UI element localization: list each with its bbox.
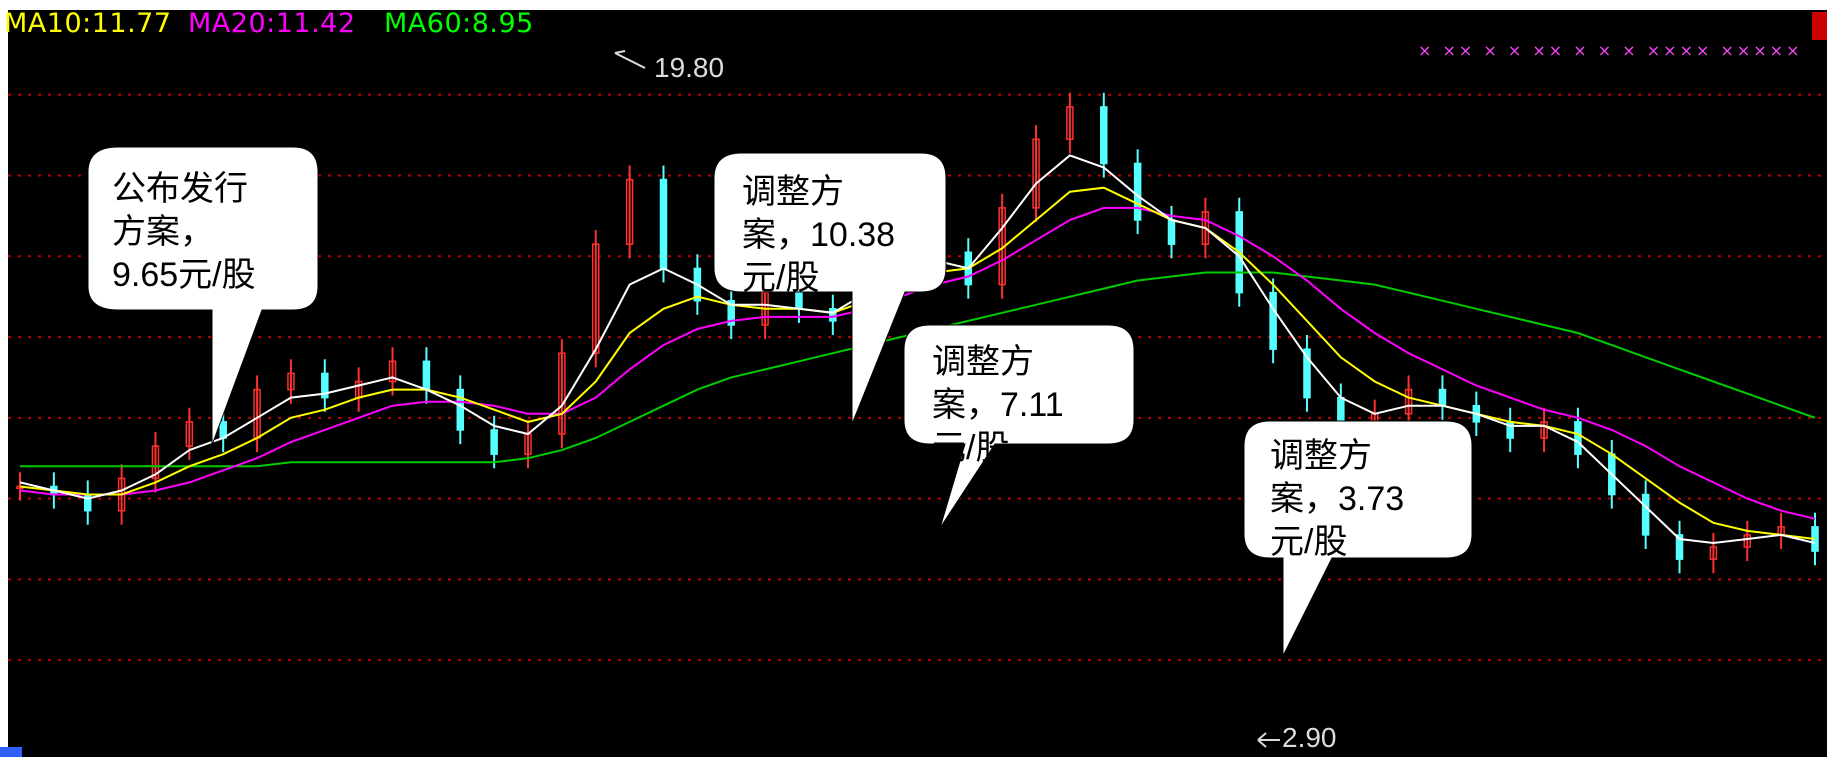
candle-body bbox=[1032, 138, 1040, 209]
ma60-legend: MA60:8.95 bbox=[384, 8, 534, 39]
candle-body bbox=[1133, 162, 1142, 221]
candle-body bbox=[1303, 348, 1311, 399]
candle-body bbox=[558, 352, 566, 435]
candle-body bbox=[727, 299, 735, 326]
candle-body bbox=[83, 493, 92, 512]
callout-text-3: 调整方 案，7.11 元/股 bbox=[932, 343, 1064, 467]
ma10-legend: MA10:11.77 bbox=[4, 8, 172, 39]
trough-arrow bbox=[1257, 732, 1280, 748]
candle-body bbox=[151, 445, 160, 480]
callout-text-2: 调整方 案，10.38 元/股 bbox=[742, 173, 896, 297]
trough-price-label: 2.90 bbox=[1282, 722, 1337, 753]
candle-body bbox=[422, 360, 431, 391]
bottom-left-indicator bbox=[0, 747, 22, 757]
event-markers: × ×× × × ×× × × × ×××× ××××× bbox=[1418, 41, 1803, 60]
callout-bubble-1 bbox=[87, 146, 319, 446]
candle-body bbox=[1641, 493, 1650, 536]
callout-text-1: 公布发行 方案， 9.65元/股 bbox=[112, 170, 256, 294]
candle-body bbox=[1574, 421, 1582, 455]
callout-bubble-2 bbox=[713, 152, 947, 425]
marker-glyphs: × ×× × × ×× × × × ×××× ××××× bbox=[1418, 41, 1803, 60]
candle-body bbox=[1675, 534, 1684, 560]
candle-body bbox=[185, 421, 194, 447]
candle-body bbox=[592, 243, 600, 354]
candle-body bbox=[456, 388, 465, 431]
callout-bubble-4 bbox=[1243, 420, 1473, 657]
peak-price-label: 19.80 bbox=[654, 52, 725, 83]
candle-body bbox=[829, 308, 837, 322]
candle-body bbox=[1066, 106, 1074, 140]
peak-arrow bbox=[614, 50, 646, 69]
callout-bubble-3 bbox=[903, 324, 1135, 529]
candle-body bbox=[388, 360, 397, 383]
candle-body bbox=[1709, 546, 1718, 560]
candle-body bbox=[625, 178, 634, 245]
candle-body bbox=[659, 178, 668, 270]
candle-body bbox=[1540, 421, 1548, 439]
callout-text-4: 调整方 案，3.73 元/股 bbox=[1270, 437, 1405, 561]
candle-body bbox=[490, 429, 498, 455]
candle-body bbox=[1743, 534, 1752, 548]
corner-indicator bbox=[1812, 12, 1827, 40]
candle-body bbox=[287, 372, 295, 391]
candle-body bbox=[1404, 388, 1413, 415]
ma20-legend: MA20:11.42 bbox=[188, 8, 356, 39]
callout-bubbles bbox=[87, 146, 1473, 657]
candle-body bbox=[1269, 291, 1277, 350]
candle-body bbox=[1438, 388, 1447, 407]
candle-body bbox=[321, 372, 329, 399]
candle-body bbox=[1167, 219, 1176, 245]
candle-body bbox=[1100, 106, 1108, 165]
